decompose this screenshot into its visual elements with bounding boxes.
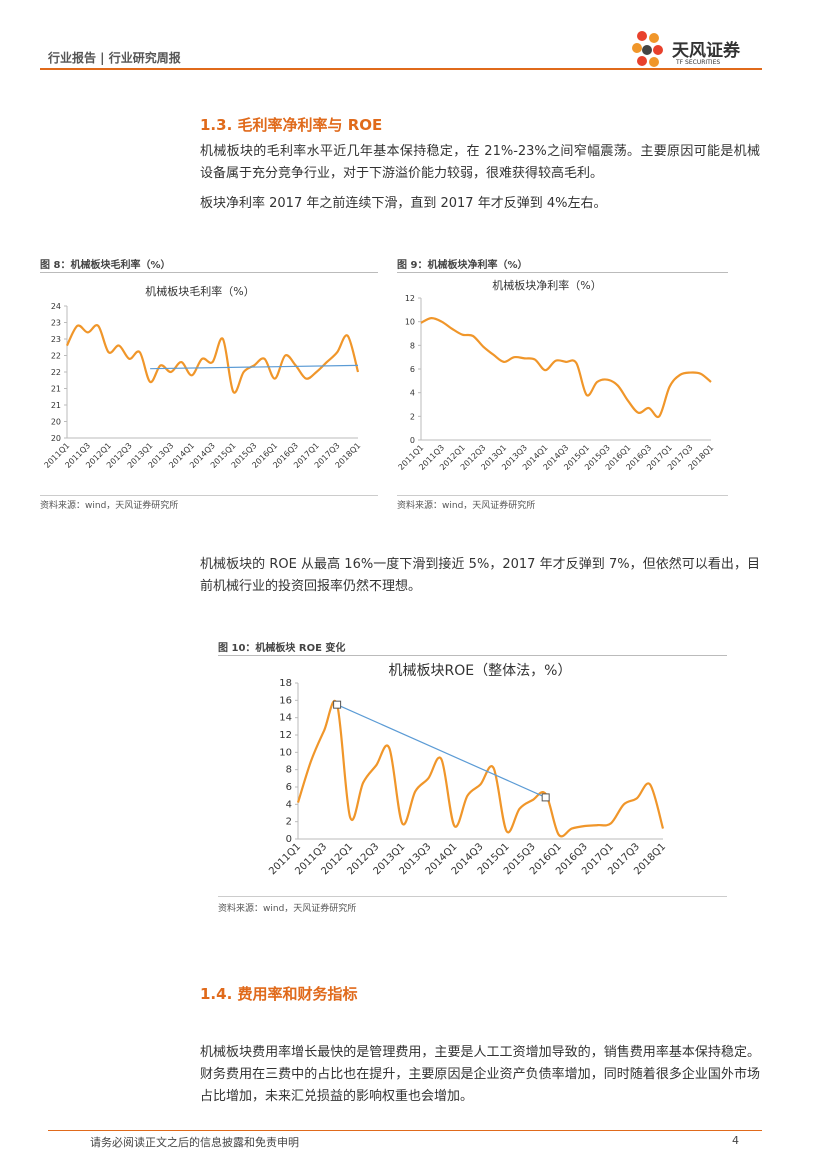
chart: 机械板块净利率（%）0246810122011Q12011Q32012Q1201… bbox=[397, 278, 715, 472]
trend-line bbox=[336, 704, 546, 798]
paragraph: 机械板块费用率增长最快的是管理费用，主要是人工工资增加导致的，销售费用率基本保持… bbox=[200, 1045, 760, 1104]
figure-rule bbox=[397, 495, 728, 496]
y-tick-label: 4 bbox=[286, 799, 292, 810]
section-heading: 1.3. 毛利率净利率与 ROE bbox=[200, 116, 383, 134]
logo-name: 天风证券 bbox=[672, 41, 740, 61]
y-tick-label: 24 bbox=[51, 302, 61, 311]
footer-disclaimer: 请务必阅读正文之后的信息披露和免责申明 bbox=[90, 1136, 299, 1149]
y-tick-label: 20 bbox=[51, 434, 61, 443]
y-tick-label: 8 bbox=[410, 341, 415, 350]
y-tick-label: 2 bbox=[410, 412, 415, 421]
line-series bbox=[66, 324, 360, 394]
section-heading: 1.4. 费用率和财务指标 bbox=[200, 985, 358, 1003]
paragraph: 板块净利率 2017 年之前连续下滑，直到 2017 年才反弹到 4%左右。 bbox=[200, 196, 607, 211]
y-tick-label: 14 bbox=[279, 713, 292, 724]
line-series bbox=[296, 700, 665, 838]
y-tick-label: 22 bbox=[51, 352, 61, 361]
caption-rule bbox=[40, 272, 378, 273]
figure-rule bbox=[218, 896, 727, 897]
page-number: 4 bbox=[732, 1134, 739, 1147]
y-tick-label: 21 bbox=[51, 385, 61, 394]
header-title: 行业报告 | 行业研究周报 bbox=[48, 51, 181, 65]
figure-caption: 图 10：机械板块 ROE 变化 bbox=[218, 643, 346, 654]
y-tick-label: 6 bbox=[286, 782, 292, 793]
logo-icon bbox=[632, 31, 663, 67]
figure-source: 资料来源：wind，天风证券研究所 bbox=[397, 501, 536, 511]
y-tick-label: 20 bbox=[51, 418, 61, 427]
y-tick-label: 10 bbox=[279, 747, 292, 758]
chart-title: 机械板块净利率（%） bbox=[492, 278, 601, 292]
chart-title: 机械板块ROE（整体法，%） bbox=[389, 663, 572, 679]
header-rule bbox=[40, 68, 762, 70]
figure-source: 资料来源：wind，天风证券研究所 bbox=[218, 904, 357, 914]
y-tick-label: 16 bbox=[279, 695, 292, 706]
y-tick-label: 23 bbox=[51, 335, 61, 344]
footer-rule bbox=[48, 1130, 762, 1131]
trend-line bbox=[150, 364, 359, 370]
paragraph: 机械板块的毛利率水平近几年基本保持稳定，在 21%-23%之间窄幅震荡。主要原因… bbox=[200, 144, 760, 181]
paragraph: 机械板块的 ROE 从最高 16%一度下滑到接近 5%，2017 年才反弹到 7… bbox=[200, 557, 760, 594]
y-tick-label: 0 bbox=[286, 834, 292, 845]
y-tick-label: 4 bbox=[410, 389, 415, 398]
y-tick-label: 10 bbox=[405, 318, 415, 327]
y-tick-label: 6 bbox=[410, 365, 415, 374]
chart-title: 机械板块毛利率（%） bbox=[145, 284, 254, 298]
y-tick-label: 23 bbox=[51, 319, 61, 328]
logo-sub: TF SECURITIES bbox=[676, 59, 721, 66]
chart: 机械板块毛利率（%）2020212122222323242011Q12011Q3… bbox=[43, 284, 363, 470]
y-tick-label: 18 bbox=[279, 678, 292, 689]
figure-caption: 图 8：机械板块毛利率（%） bbox=[40, 260, 171, 271]
caption-rule bbox=[218, 655, 727, 656]
y-tick-label: 22 bbox=[51, 368, 61, 377]
trend-marker bbox=[541, 793, 550, 802]
y-tick-label: 12 bbox=[405, 294, 415, 303]
figure-source: 资料来源：wind，天风证券研究所 bbox=[40, 501, 179, 511]
y-tick-label: 2 bbox=[286, 817, 292, 828]
y-tick-label: 21 bbox=[51, 401, 61, 410]
y-tick-label: 0 bbox=[410, 436, 415, 445]
y-tick-label: 8 bbox=[286, 765, 292, 776]
line-series bbox=[420, 317, 712, 419]
trend-marker bbox=[333, 700, 342, 709]
figure-rule bbox=[40, 495, 378, 496]
chart: 机械板块ROE（整体法，%）0246810121416182011Q12011Q… bbox=[267, 663, 668, 877]
y-tick-label: 12 bbox=[279, 730, 292, 741]
caption-rule bbox=[397, 272, 728, 273]
figure-caption: 图 9：机械板块净利率（%） bbox=[397, 260, 528, 271]
